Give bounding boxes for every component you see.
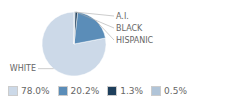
html-text:1.3%: 1.3% — [120, 86, 144, 96]
html-text:0.5%: 0.5% — [164, 86, 187, 96]
svg-text:BLACK: BLACK — [116, 24, 143, 33]
svg-text:A.I.: A.I. — [116, 12, 129, 21]
svg-text:WHITE: WHITE — [10, 64, 36, 73]
html-text:20.2%: 20.2% — [70, 86, 100, 96]
svg-text:HISPANIC: HISPANIC — [116, 36, 154, 45]
html-text:78.0%: 78.0% — [21, 86, 50, 96]
